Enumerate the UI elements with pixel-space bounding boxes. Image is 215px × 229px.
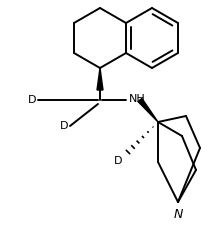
Text: NH: NH [129, 94, 146, 104]
Text: D: D [28, 95, 36, 105]
Polygon shape [97, 68, 103, 90]
Polygon shape [138, 98, 158, 122]
Text: D: D [60, 121, 68, 131]
Text: D: D [114, 156, 122, 166]
Text: N: N [173, 208, 183, 221]
